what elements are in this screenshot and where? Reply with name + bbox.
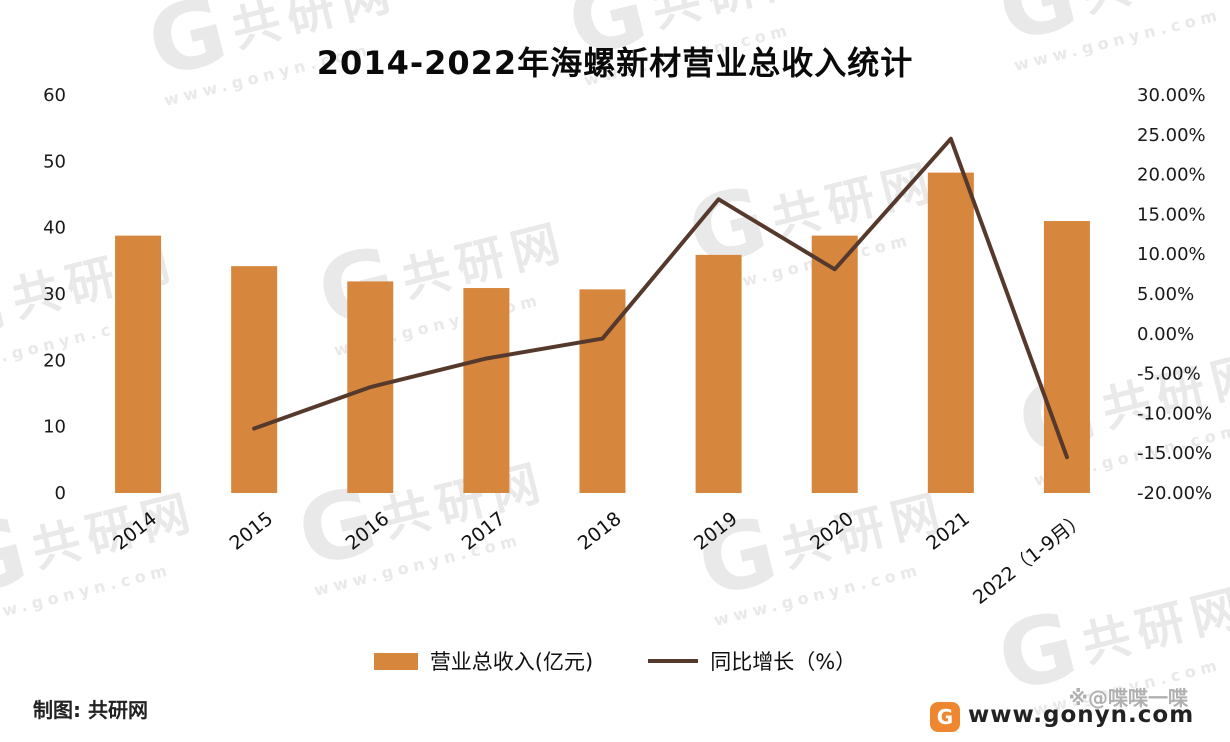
right-axis-tick: 0.00% <box>1137 324 1194 345</box>
right-axis-tick: -20.00% <box>1137 483 1212 504</box>
left-axis-tick: 50 <box>43 151 66 172</box>
legend-bar-label: 营业总收入(亿元) <box>429 650 594 674</box>
right-axis-tick: 10.00% <box>1137 244 1206 265</box>
x-axis-label: 2014 <box>109 508 161 555</box>
legend-item-revenue: 营业总收入(亿元) <box>373 646 594 676</box>
x-axis-label: 2022（1-9月） <box>969 508 1090 609</box>
author-watermark: ※@喋喋一喋 <box>1068 686 1188 710</box>
right-axis-tick: -15.00% <box>1137 443 1212 464</box>
growth-line <box>252 136 1069 460</box>
x-axis-label: 2020 <box>806 508 858 555</box>
x-axis-label: 2021 <box>922 508 974 555</box>
legend: 营业总收入(亿元) 同比增长（%） <box>0 646 1230 676</box>
left-axis-tick: 40 <box>43 218 66 239</box>
right-axis-tick: -5.00% <box>1137 364 1201 385</box>
revenue-bar <box>115 235 162 494</box>
right-axis-tick: 25.00% <box>1137 125 1206 146</box>
revenue-bar <box>463 288 510 493</box>
legend-line-label: 同比增长（%） <box>710 650 857 674</box>
right-axis-tick: 5.00% <box>1137 284 1194 305</box>
x-axis-label: 2015 <box>226 508 278 555</box>
legend-item-growth: 同比增长（%） <box>648 646 856 676</box>
revenue-bar <box>1043 221 1090 494</box>
legend-bar-swatch <box>373 652 418 670</box>
right-axis-tick: 30.00% <box>1137 85 1206 106</box>
x-axis-label: 2017 <box>458 508 510 555</box>
revenue-bar <box>231 266 278 493</box>
x-axis-label: 2018 <box>574 508 626 555</box>
left-axis-tick: 20 <box>43 350 66 371</box>
revenue-bar <box>927 172 974 494</box>
right-axis-tick: -10.00% <box>1137 403 1212 424</box>
revenue-bar <box>811 235 858 494</box>
legend-line-swatch <box>648 659 699 663</box>
chart-title: 2014-2022年海螺新材营业总收入统计 <box>316 44 914 82</box>
revenue-bar <box>695 254 742 493</box>
left-axis-tick: 60 <box>43 85 66 106</box>
right-axis-tick: 15.00% <box>1137 204 1206 225</box>
left-axis-tick: 30 <box>43 284 66 305</box>
left-axis-tick: 0 <box>55 483 66 504</box>
right-axis-tick: 20.00% <box>1137 165 1206 186</box>
gonyn-logo: G <box>930 702 960 732</box>
x-axis-label: 2019 <box>690 508 742 555</box>
x-axis-label: 2016 <box>342 508 394 555</box>
site-url: www.gonyn.com <box>968 702 1195 728</box>
left-axis-tick: 10 <box>43 417 66 438</box>
credit-text: 制图: 共研网 <box>33 698 148 722</box>
